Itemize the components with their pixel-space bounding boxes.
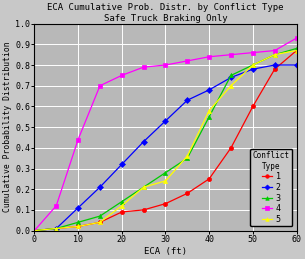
Line: 1: 1 — [32, 48, 299, 233]
2 — [251, 68, 255, 71]
1 — [229, 146, 233, 149]
4 — [295, 37, 298, 40]
2 — [185, 99, 189, 102]
4 — [142, 66, 145, 69]
5 — [33, 229, 36, 232]
2 — [229, 76, 233, 79]
5 — [185, 155, 189, 158]
5 — [207, 109, 211, 112]
Line: 2: 2 — [32, 63, 299, 233]
3 — [54, 227, 58, 230]
4 — [33, 229, 36, 232]
5 — [251, 63, 255, 67]
4 — [54, 204, 58, 207]
1 — [142, 208, 145, 211]
4 — [185, 59, 189, 62]
3 — [120, 200, 124, 203]
3 — [185, 157, 189, 160]
5 — [76, 225, 80, 228]
5 — [142, 185, 145, 189]
4 — [98, 84, 102, 87]
3 — [207, 115, 211, 118]
2 — [207, 88, 211, 91]
Legend: 1, 2, 3, 4, 5: 1, 2, 3, 4, 5 — [250, 149, 292, 226]
3 — [33, 229, 36, 232]
4 — [76, 138, 80, 141]
3 — [295, 47, 298, 50]
3 — [251, 63, 255, 67]
1 — [54, 227, 58, 230]
1 — [295, 49, 298, 52]
4 — [229, 53, 233, 56]
5 — [295, 49, 298, 52]
Line: 4: 4 — [32, 36, 299, 233]
1 — [207, 177, 211, 181]
1 — [76, 225, 80, 228]
1 — [164, 202, 167, 205]
5 — [120, 204, 124, 207]
2 — [33, 229, 36, 232]
4 — [273, 49, 277, 52]
5 — [273, 53, 277, 56]
4 — [207, 55, 211, 58]
4 — [251, 51, 255, 54]
3 — [164, 171, 167, 174]
2 — [295, 63, 298, 67]
1 — [251, 105, 255, 108]
2 — [76, 206, 80, 209]
Title: ECA Cumulative Prob. Distr. by Conflict Type
Safe Truck Braking Only: ECA Cumulative Prob. Distr. by Conflict … — [47, 3, 284, 23]
4 — [120, 74, 124, 77]
Line: 5: 5 — [32, 48, 299, 233]
1 — [185, 192, 189, 195]
5 — [98, 221, 102, 224]
5 — [229, 84, 233, 87]
3 — [273, 53, 277, 56]
3 — [142, 185, 145, 189]
2 — [98, 185, 102, 189]
5 — [164, 179, 167, 183]
Line: 3: 3 — [32, 46, 299, 233]
2 — [142, 140, 145, 143]
X-axis label: ECA (ft): ECA (ft) — [144, 247, 187, 256]
3 — [98, 214, 102, 218]
2 — [273, 63, 277, 67]
2 — [164, 119, 167, 123]
2 — [54, 227, 58, 230]
2 — [120, 163, 124, 166]
Y-axis label: Cumulative Probability Distribution: Cumulative Probability Distribution — [3, 42, 13, 212]
1 — [33, 229, 36, 232]
4 — [164, 63, 167, 67]
5 — [54, 227, 58, 230]
1 — [120, 210, 124, 213]
3 — [229, 74, 233, 77]
1 — [98, 221, 102, 224]
1 — [273, 68, 277, 71]
3 — [76, 221, 80, 224]
